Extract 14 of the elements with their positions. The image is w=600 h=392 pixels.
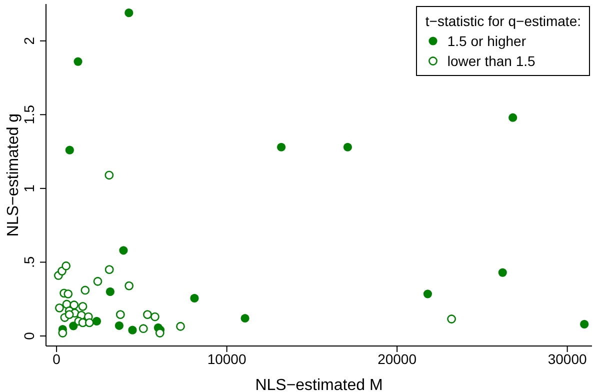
y-tick-label: 2 — [21, 36, 37, 45]
legend-title: t−statistic for q−estimate: — [425, 12, 581, 31]
x-tick-label: 10000 — [207, 350, 246, 367]
y-axis-title: NLS−estimated g — [5, 113, 22, 237]
x-axis-title: NLS−estimated M — [255, 377, 383, 392]
x-tick-label: 30000 — [548, 350, 587, 367]
y-tick-label: 1 — [21, 184, 37, 192]
legend-label: 1.5 or higher — [447, 32, 526, 51]
x-tick-label: 20000 — [378, 350, 417, 367]
y-tick-label: 0 — [21, 332, 37, 340]
x-tick-label: 0 — [52, 350, 61, 367]
legend-label: lower than 1.5 — [447, 52, 536, 71]
y-tick-label: .5 — [21, 256, 37, 268]
y-tick-label: 1.5 — [21, 104, 37, 124]
